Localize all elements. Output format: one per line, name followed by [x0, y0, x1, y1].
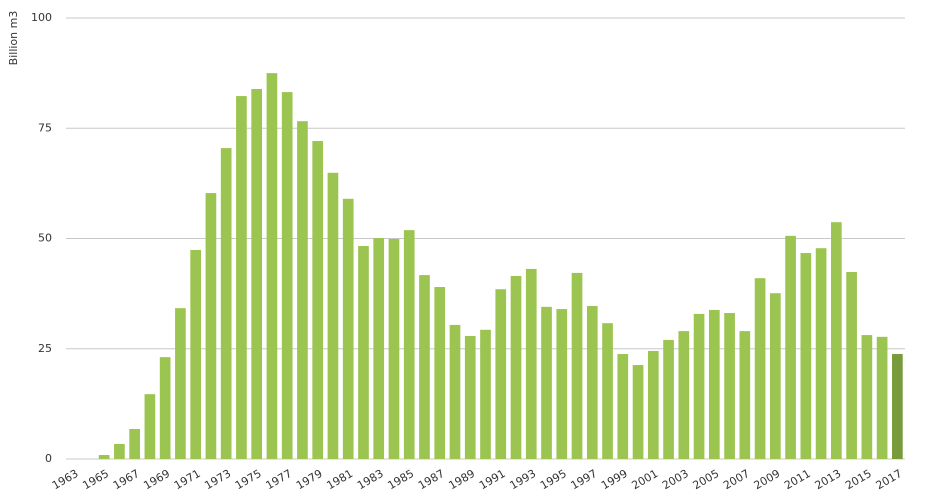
- bar: [815, 248, 827, 459]
- x-tick-label: 2005: [691, 467, 722, 492]
- x-tick-label: 1997: [569, 467, 600, 492]
- x-tick-label: 1981: [324, 467, 355, 492]
- bar: [632, 365, 644, 459]
- bar: [556, 309, 568, 459]
- x-tick-label: 1975: [233, 467, 264, 492]
- bar: [129, 429, 140, 459]
- y-tick-label: 75: [38, 121, 52, 134]
- bar: [98, 455, 110, 459]
- y-tick-label: 100: [31, 11, 52, 24]
- bar: [678, 331, 690, 459]
- x-tick-label: 1973: [202, 467, 233, 492]
- bar: [892, 354, 903, 459]
- bar: [739, 331, 751, 459]
- bar: [403, 230, 415, 459]
- bar: [281, 92, 293, 459]
- bar: [388, 238, 400, 459]
- bar: [266, 73, 278, 459]
- x-tick-label: 1989: [446, 467, 477, 492]
- x-tick-label: 2009: [752, 467, 783, 492]
- x-tick-label: 1999: [599, 467, 630, 492]
- bar: [297, 121, 308, 459]
- y-axis-label: Billion m3: [7, 11, 20, 66]
- bar: [663, 339, 674, 459]
- x-tick-label: 1967: [111, 467, 142, 492]
- x-tick-label: 2015: [843, 467, 874, 492]
- y-tick-label: 50: [38, 232, 52, 245]
- bar: [342, 198, 354, 459]
- bar: [785, 235, 796, 459]
- y-tick-label: 0: [45, 452, 52, 465]
- bar: [464, 335, 476, 459]
- bar: [327, 172, 339, 459]
- x-tick-label: 2011: [782, 467, 813, 492]
- x-tick-label: 1991: [477, 467, 508, 492]
- bar: [876, 336, 888, 459]
- x-tick-label: 1971: [172, 467, 203, 492]
- bar: [175, 308, 186, 459]
- bar: [190, 249, 202, 459]
- bar: [159, 357, 171, 459]
- bar: [220, 148, 232, 459]
- bar: [846, 272, 857, 459]
- bar: [861, 335, 873, 459]
- bar: [617, 354, 629, 459]
- bar: [419, 275, 430, 459]
- bar: [358, 245, 369, 459]
- x-tick-label: 2017: [874, 467, 905, 492]
- bar: [251, 89, 263, 459]
- x-tick-label: 1969: [141, 467, 172, 492]
- x-tick-label: 1977: [263, 467, 294, 492]
- bar: [647, 350, 659, 459]
- x-tick-label: 2007: [721, 467, 752, 492]
- bar: [510, 275, 522, 459]
- x-tick-label: 1983: [355, 467, 386, 492]
- bar: [754, 278, 766, 459]
- bar: [525, 268, 537, 459]
- x-tick-label: 2001: [630, 467, 661, 492]
- bar: [769, 293, 781, 459]
- bar: [114, 444, 125, 459]
- bar: [693, 313, 705, 459]
- bar: [205, 193, 217, 459]
- x-tick-label: 1995: [538, 467, 569, 492]
- bar: [434, 287, 446, 459]
- x-tick-label: 1979: [294, 467, 325, 492]
- bar: [480, 329, 491, 459]
- bar: [724, 313, 735, 459]
- bar: [373, 238, 385, 459]
- bar: [602, 323, 613, 459]
- bar: [586, 305, 598, 459]
- y-tick-label: 25: [38, 342, 52, 355]
- bar: [708, 309, 720, 459]
- x-tick-label: 1993: [508, 467, 539, 492]
- x-tick-label: 1963: [50, 467, 81, 492]
- bar: [495, 289, 507, 459]
- bar: [831, 222, 842, 459]
- x-tick-label: 1985: [385, 467, 416, 492]
- bar: [571, 272, 583, 459]
- bar: [449, 324, 461, 459]
- bar: [236, 96, 247, 459]
- bar: [144, 394, 156, 459]
- bar: [312, 141, 324, 459]
- bar: [541, 306, 552, 459]
- bar: [800, 253, 812, 459]
- x-tick-label: 2013: [813, 467, 844, 492]
- x-tick-label: 2003: [660, 467, 691, 492]
- x-tick-label: 1965: [80, 467, 111, 492]
- x-tick-label: 1987: [416, 467, 447, 492]
